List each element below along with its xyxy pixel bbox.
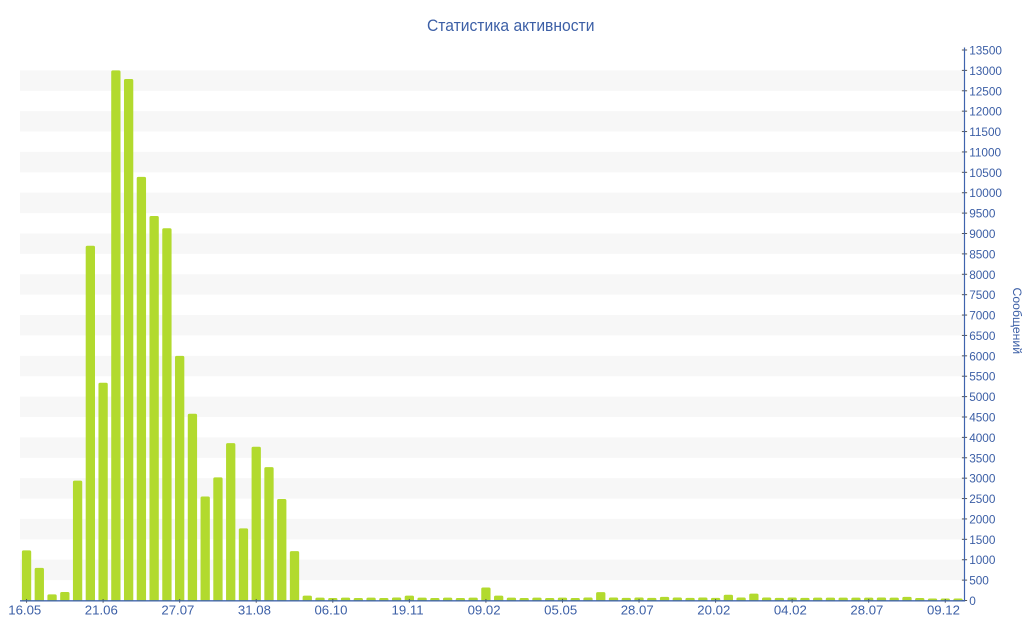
svg-text:04.02: 04.02 <box>774 603 807 618</box>
svg-text:19.11: 19.11 <box>392 603 424 618</box>
svg-text:7500: 7500 <box>969 288 996 302</box>
svg-text:09.12: 09.12 <box>927 603 960 618</box>
svg-text:5500: 5500 <box>969 370 996 384</box>
svg-text:28.07: 28.07 <box>850 603 883 618</box>
svg-text:8000: 8000 <box>969 268 996 282</box>
svg-text:12000: 12000 <box>969 105 1002 119</box>
svg-text:2500: 2500 <box>969 492 996 506</box>
svg-text:11500: 11500 <box>969 125 1001 139</box>
svg-text:0: 0 <box>969 594 976 608</box>
svg-text:31.08: 31.08 <box>238 603 271 618</box>
svg-text:5000: 5000 <box>969 390 996 404</box>
svg-text:9500: 9500 <box>969 207 996 221</box>
svg-text:27.07: 27.07 <box>161 603 194 618</box>
svg-text:6500: 6500 <box>969 329 996 343</box>
svg-text:13000: 13000 <box>969 64 1002 78</box>
svg-text:1000: 1000 <box>969 553 996 567</box>
svg-text:16.05: 16.05 <box>8 603 41 618</box>
svg-text:2000: 2000 <box>969 512 996 526</box>
svg-text:7000: 7000 <box>969 309 996 323</box>
svg-text:500: 500 <box>969 574 989 588</box>
svg-text:1500: 1500 <box>969 533 996 547</box>
svg-text:05.05: 05.05 <box>544 603 577 618</box>
svg-text:28.07: 28.07 <box>621 603 654 618</box>
svg-text:4500: 4500 <box>969 411 996 425</box>
svg-text:20.02: 20.02 <box>697 603 730 618</box>
svg-text:09.02: 09.02 <box>468 603 501 618</box>
svg-text:Статистика активности: Статистика активности <box>427 16 595 35</box>
svg-text:3500: 3500 <box>969 451 996 465</box>
svg-text:3000: 3000 <box>969 472 996 486</box>
svg-text:4000: 4000 <box>969 431 996 445</box>
svg-text:06.10: 06.10 <box>314 603 347 618</box>
svg-text:13500: 13500 <box>969 44 1002 58</box>
svg-text:6000: 6000 <box>969 349 996 363</box>
svg-text:10000: 10000 <box>969 186 1002 200</box>
svg-text:21.06: 21.06 <box>85 603 118 618</box>
svg-text:8500: 8500 <box>969 247 996 261</box>
svg-text:10500: 10500 <box>969 166 1002 180</box>
svg-text:9000: 9000 <box>969 227 996 241</box>
svg-text:11000: 11000 <box>969 145 1001 159</box>
svg-text:12500: 12500 <box>969 84 1002 98</box>
svg-text:Сообщений: Сообщений <box>1010 288 1024 355</box>
